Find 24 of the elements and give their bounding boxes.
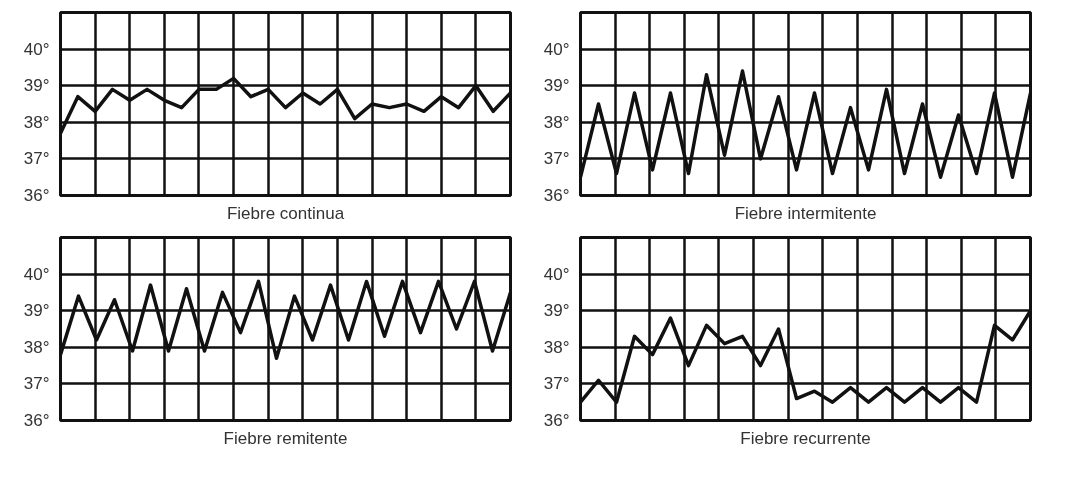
x-axis-title: Fiebre continua [226, 203, 345, 223]
y-tick-label: 36° [23, 186, 50, 205]
y-tick-label: 38° [23, 112, 50, 132]
y-tick-label: 37° [543, 374, 570, 394]
y-tick-label: 40° [543, 39, 570, 59]
y-tick-label: 40° [543, 264, 570, 284]
y-tick-label: 39° [543, 301, 570, 321]
y-tick-label: 36° [23, 411, 50, 430]
y-tick-label: 36° [543, 411, 570, 430]
y-tick-label: 39° [23, 76, 50, 96]
y-tick-label: 40° [23, 264, 50, 284]
y-tick-label: 37° [543, 149, 570, 169]
y-tick-label: 39° [23, 301, 50, 321]
x-axis-title: Fiebre intermitente [734, 203, 877, 223]
x-axis-title: Fiebre recurrente [740, 428, 871, 448]
y-tick-label: 38° [23, 337, 50, 357]
y-tick-label: 38° [543, 337, 570, 357]
y-tick-label: 36° [543, 186, 570, 205]
y-tick-label: 40° [23, 39, 50, 59]
y-tick-label: 39° [543, 76, 570, 96]
x-axis-title: Fiebre remitente [223, 428, 348, 448]
y-tick-label: 37° [23, 149, 50, 169]
y-tick-label: 38° [543, 112, 570, 132]
y-tick-label: 37° [23, 374, 50, 394]
